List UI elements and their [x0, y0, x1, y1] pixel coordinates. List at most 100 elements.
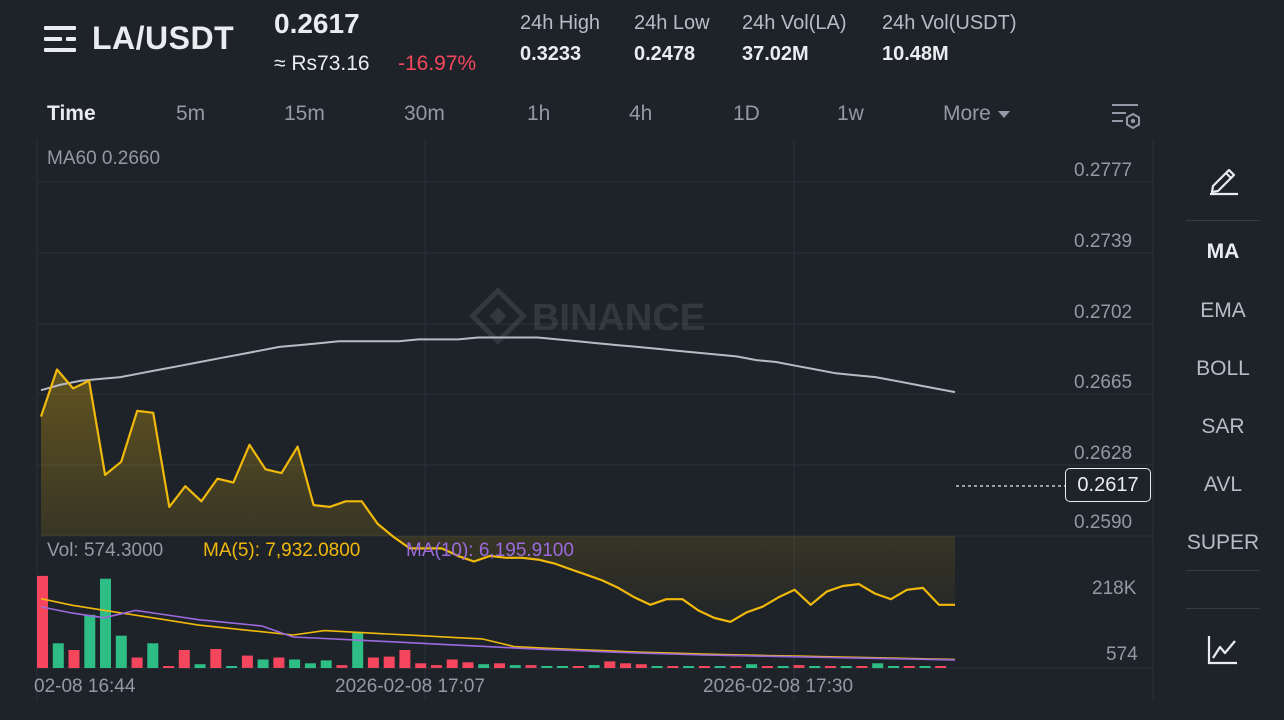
indicator-ema[interactable]: EMA — [1200, 299, 1246, 322]
volume-bar — [683, 666, 695, 668]
indicator-sar[interactable]: SAR — [1201, 415, 1245, 438]
x-tick-label: 2026-02-08 17:30 — [703, 676, 854, 697]
price-change: -16.97% — [398, 52, 477, 75]
chart-settings-icon[interactable] — [1110, 102, 1142, 130]
tab-1d[interactable]: 1D — [733, 102, 760, 125]
volume-bar — [289, 659, 301, 668]
volume-ma5-legend: MA(5): 7,932.0800 — [203, 540, 361, 561]
volume-bar — [824, 666, 836, 668]
volume-bar — [226, 666, 238, 668]
volume-bar — [115, 635, 127, 668]
menu-icon[interactable] — [44, 24, 76, 54]
tab-15m[interactable]: 15m — [284, 102, 325, 125]
volume-bar — [415, 663, 427, 669]
watermark-text: BINANCE — [532, 297, 705, 339]
volume-bars — [37, 575, 947, 669]
volume-bar — [100, 578, 111, 668]
pair-selector[interactable]: LA/USDT — [44, 20, 234, 57]
volume-bar — [651, 666, 663, 668]
y-tick-label: 0.2665 — [1074, 372, 1133, 393]
y-tick-label: 0.2777 — [1074, 160, 1133, 181]
volume-bar — [131, 657, 143, 668]
volume-bar — [399, 650, 411, 669]
volume-bar — [478, 664, 490, 668]
volume-bar — [494, 663, 505, 669]
draw-pencil-icon[interactable] — [1207, 164, 1241, 196]
volume-bar — [210, 649, 222, 668]
tab-1h[interactable]: 1h — [527, 102, 551, 125]
chart-grid — [36, 140, 1154, 700]
volume-bar — [178, 650, 190, 669]
volume-y-tick-label: 218K — [1092, 578, 1137, 599]
indicator-avl[interactable]: AVL — [1203, 473, 1243, 496]
volume-bar — [147, 643, 159, 668]
volume-bar — [903, 666, 915, 668]
volume-bar — [541, 666, 553, 668]
volume-bar — [793, 665, 805, 668]
volume-ma10-line — [40, 606, 956, 661]
ma60-legend: MA60 0.2660 — [47, 148, 161, 169]
volume-bar — [336, 665, 348, 668]
tab-4h[interactable]: 4h — [629, 102, 653, 125]
volume-bar — [888, 666, 899, 668]
volume-bar — [604, 661, 616, 668]
volume-bar — [194, 664, 206, 668]
stat-24h-vol-quote: 24h Vol(USDT) 10.48M — [882, 12, 1017, 65]
volume-bar — [620, 663, 632, 669]
volume-bar — [777, 666, 789, 668]
current-price-badge: 0.2617 — [1065, 468, 1151, 502]
tab-more[interactable]: More — [943, 102, 1011, 126]
volume-bar — [241, 655, 253, 668]
indicator-boll[interactable]: BOLL — [1196, 357, 1250, 380]
volume-bar — [52, 643, 64, 668]
volume-ma5-line — [40, 597, 956, 661]
volume-ma10-legend: MA(10): 6,195.9100 — [406, 540, 574, 561]
x-tick-label: 2026-02-08 17:07 — [335, 676, 486, 697]
ma60-line — [40, 336, 956, 394]
stat-24h-vol-base: 24h Vol(LA) 37.02M — [742, 12, 847, 65]
volume-legend: Vol: 574.3000 — [47, 540, 164, 561]
volume-bar — [809, 666, 821, 668]
volume-bar — [635, 664, 647, 668]
volume-bar — [273, 657, 285, 668]
volume-bar — [304, 663, 316, 669]
tab-1w[interactable]: 1w — [837, 102, 864, 125]
volume-bar — [163, 666, 175, 668]
volume-bar — [84, 614, 96, 668]
volume-bar — [761, 666, 773, 668]
tab-time[interactable]: Time — [47, 102, 96, 125]
volume-bar — [257, 659, 269, 668]
y-tick-label: 0.2628 — [1074, 443, 1133, 464]
divider — [1186, 608, 1260, 609]
volume-bar — [714, 666, 726, 668]
tab-more-label: More — [943, 102, 991, 125]
binance-watermark: BINANCE — [469, 287, 705, 345]
price-line — [39, 368, 955, 623]
tab-30m[interactable]: 30m — [404, 102, 445, 125]
volume-bar — [367, 657, 379, 668]
volume-bar — [446, 659, 458, 668]
price-area — [41, 369, 955, 622]
volume-bar — [68, 650, 80, 669]
volume-bar — [431, 665, 442, 668]
indicator-chart-icon[interactable] — [1206, 634, 1240, 666]
stat-24h-high: 24h High 0.3233 — [520, 12, 601, 65]
volume-bar — [572, 666, 584, 668]
divider — [1186, 220, 1260, 221]
caret-down-icon — [997, 111, 1010, 118]
tab-5m[interactable]: 5m — [176, 102, 206, 125]
volume-bar — [320, 660, 332, 668]
indicator-ma[interactable]: MA — [1206, 240, 1240, 263]
x-tick-label: 02-08 16:44 — [34, 676, 136, 697]
fiat-price: ≈ Rs73.16 — [274, 52, 370, 75]
volume-bar — [557, 666, 568, 668]
volume-bar — [37, 575, 48, 668]
y-tick-label: 0.2702 — [1074, 302, 1133, 323]
volume-bar — [698, 666, 710, 668]
y-tick-label: 0.2739 — [1074, 231, 1133, 252]
volume-bar — [462, 662, 474, 668]
volume-bar — [840, 666, 852, 668]
indicator-super[interactable]: SUPER — [1186, 531, 1260, 554]
volume-bar — [352, 631, 364, 668]
